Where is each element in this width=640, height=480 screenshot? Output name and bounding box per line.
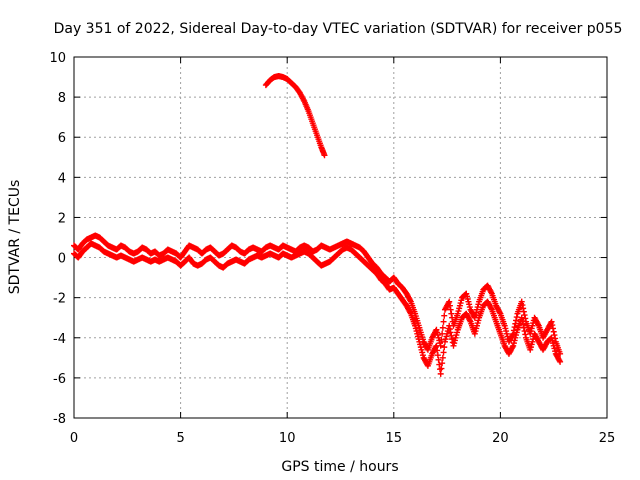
x-tick-label: 20 xyxy=(492,431,509,446)
y-tick-label: 4 xyxy=(58,171,66,186)
y-tick-label: -2 xyxy=(53,292,66,307)
data-point xyxy=(518,314,525,321)
data-point-interp xyxy=(440,318,447,325)
data-point xyxy=(446,298,453,305)
data-point xyxy=(557,358,564,365)
data-point-interp xyxy=(439,324,446,331)
data-point xyxy=(437,370,444,377)
data-point-interp xyxy=(448,310,455,317)
data-point-interp xyxy=(549,322,556,329)
y-tick-label: 8 xyxy=(58,91,66,106)
data-point-interp xyxy=(446,302,453,309)
data-point xyxy=(548,318,555,325)
axis-ticks: 0 5 10 15 20 25 -8 -6 -4 -2 0 2 4 6 8 10 xyxy=(49,51,615,446)
data-points xyxy=(71,73,564,377)
data-point-interp xyxy=(441,344,448,351)
x-tick-label: 25 xyxy=(599,431,616,446)
data-point-interp xyxy=(446,326,453,333)
data-point-interp xyxy=(439,360,446,367)
chart-title: Day 351 of 2022, Sidereal Day-to-day VTE… xyxy=(54,21,623,37)
data-point-interp xyxy=(520,321,527,328)
y-axis-label: SDTVAR / TECUs xyxy=(7,180,23,295)
y-tick-label: 6 xyxy=(58,131,66,146)
y-tick-label: 0 xyxy=(58,252,66,267)
y-tick-label: -8 xyxy=(53,412,66,427)
y-tick-label: 2 xyxy=(58,211,66,226)
data-point xyxy=(518,298,525,305)
data-point-interp xyxy=(440,349,447,356)
data-point-interp xyxy=(521,328,528,335)
data-point-interp xyxy=(441,312,448,319)
data-point-interp xyxy=(520,305,527,312)
plot-frame xyxy=(73,56,608,419)
data-point-interp xyxy=(435,356,442,363)
series-lower-band xyxy=(71,240,564,377)
y-tick-label: 10 xyxy=(49,51,66,66)
x-tick-label: 5 xyxy=(176,431,184,446)
y-tick-label: -6 xyxy=(53,372,66,387)
data-point-interp xyxy=(520,324,527,331)
data-point-interp xyxy=(550,328,557,335)
data-point-interp xyxy=(519,318,526,325)
data-point-interp xyxy=(519,302,526,309)
data-point-interp xyxy=(549,325,556,332)
y-tick-label: -4 xyxy=(53,332,66,347)
data-point xyxy=(433,342,440,349)
grid xyxy=(74,57,607,418)
data-point-interp xyxy=(438,365,445,372)
data-point-interp xyxy=(522,331,529,338)
data-point-interp xyxy=(447,306,454,313)
series-main-band xyxy=(71,232,564,357)
data-point-interp xyxy=(520,308,527,315)
data-point-interp xyxy=(447,329,454,336)
data-point-interp xyxy=(439,354,446,361)
data-point-interp xyxy=(434,347,441,354)
x-axis-label: GPS time / hours xyxy=(281,459,398,475)
data-point xyxy=(446,322,453,329)
x-tick-label: 10 xyxy=(279,431,296,446)
x-tick-label: 15 xyxy=(386,431,403,446)
x-tick-label: 0 xyxy=(70,431,78,446)
series-arc-high xyxy=(262,73,328,159)
data-point-interp xyxy=(434,352,441,359)
data-point xyxy=(321,152,328,159)
